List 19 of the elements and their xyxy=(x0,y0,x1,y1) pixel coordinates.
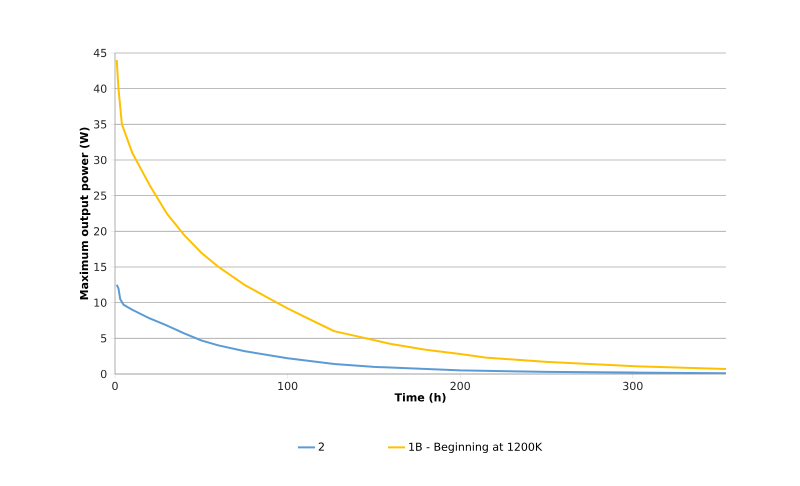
x-tick-label: 100 xyxy=(278,382,298,390)
x-axis-title: Time (h) xyxy=(394,392,446,403)
y-axis-title: Maximum output power (W) xyxy=(80,128,90,300)
y-tick-label: 30 xyxy=(94,156,106,164)
legend-label: 1B - Beginning at 1200K xyxy=(409,442,542,454)
x-tick-label: 200 xyxy=(450,382,470,390)
line-series xyxy=(116,59,726,370)
y-tick-label: 45 xyxy=(94,48,106,58)
y-tick-label: 20 xyxy=(94,227,106,236)
y-tick-label: 15 xyxy=(94,262,106,272)
x-tick-label: 300 xyxy=(623,382,643,390)
y-tick-label: 5 xyxy=(101,334,106,342)
y-tick-label: 40 xyxy=(94,84,106,93)
y-tick-label: 10 xyxy=(94,298,106,307)
y-tick-label: 0 xyxy=(100,370,106,378)
y-tick-label: 35 xyxy=(94,120,106,128)
x-tick-label: 0 xyxy=(112,382,118,390)
legend-label: 2 xyxy=(318,442,324,451)
y-tick-label: 25 xyxy=(94,192,106,200)
